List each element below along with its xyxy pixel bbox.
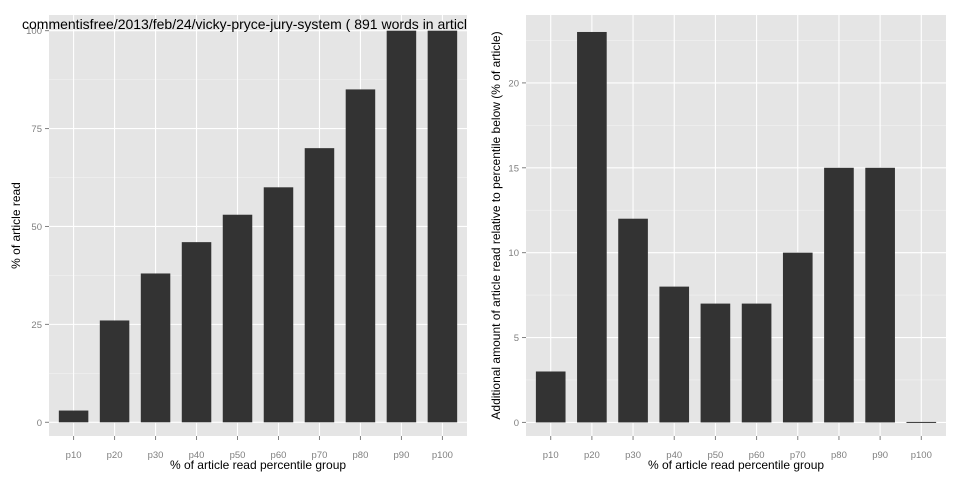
x-tick-label: p10 bbox=[66, 450, 82, 461]
bar-p90 bbox=[865, 167, 895, 423]
x-tick-label: p70 bbox=[790, 450, 806, 461]
x-tick-label: p90 bbox=[872, 450, 888, 461]
x-tick-label: p10 bbox=[543, 450, 559, 461]
bar-p80 bbox=[824, 167, 854, 423]
bar-p50 bbox=[222, 214, 253, 423]
bar-p70 bbox=[304, 148, 335, 423]
bar-p30 bbox=[618, 218, 648, 423]
y-axis-title: Additional amount of article read relati… bbox=[489, 31, 503, 419]
x-tick-label: p50 bbox=[230, 450, 246, 461]
y-tick-label: 75 bbox=[31, 124, 42, 135]
bar-p10 bbox=[58, 410, 89, 423]
bar-p100 bbox=[427, 30, 458, 423]
x-tick-label: p100 bbox=[432, 450, 453, 461]
bar-p60 bbox=[263, 187, 294, 423]
x-tick-label: p20 bbox=[107, 450, 123, 461]
x-tick-label: p50 bbox=[707, 450, 723, 461]
x-tick-label: p30 bbox=[148, 450, 164, 461]
y-tick-label: 20 bbox=[508, 78, 519, 89]
y-tick-label: 0 bbox=[514, 418, 519, 429]
bar-p90 bbox=[386, 30, 417, 423]
right-chart: 0 5 10 15 20 p10 p20 p30 p40 p50 p60 p70 p80 p90 p100%… bbox=[489, 15, 946, 472]
y-tick-label: 0 bbox=[37, 418, 42, 429]
x-tick-label: p90 bbox=[394, 450, 410, 461]
y-tick-label: 15 bbox=[508, 163, 519, 174]
left-chart: 0 25 50 75 100 p10 p20 p30 p40 p50 p60 p70 p80 p90 p10… bbox=[9, 15, 467, 472]
y-tick-label: 5 bbox=[514, 333, 519, 344]
bar-p10 bbox=[535, 371, 566, 423]
x-tick-label: p30 bbox=[625, 450, 641, 461]
x-tick-label: p70 bbox=[312, 450, 328, 461]
bar-p30 bbox=[140, 273, 171, 423]
x-tick-label: p80 bbox=[353, 450, 369, 461]
bar-p40 bbox=[659, 286, 690, 423]
y-tick-label: 10 bbox=[508, 248, 519, 259]
x-axis-title: % of article read percentile group bbox=[648, 458, 824, 472]
x-tick-label: p80 bbox=[831, 450, 847, 461]
x-tick-label: p100 bbox=[911, 450, 932, 461]
bar-p70 bbox=[782, 252, 813, 423]
bar-p40 bbox=[181, 242, 212, 423]
bar-p100 bbox=[906, 421, 937, 423]
x-tick-label: p40 bbox=[666, 450, 682, 461]
x-tick-label: p40 bbox=[189, 450, 205, 461]
x-axis-title: % of article read percentile group bbox=[170, 458, 346, 472]
bar-p20 bbox=[99, 320, 130, 423]
chart-title: commentisfree/2013/feb/24/vicky-pryce-ju… bbox=[22, 16, 467, 32]
y-tick-label: 25 bbox=[31, 320, 42, 331]
y-axis-title: % of article read bbox=[9, 182, 23, 269]
x-tick-label: p60 bbox=[271, 450, 287, 461]
bar-p50 bbox=[700, 303, 731, 423]
bar-p60 bbox=[741, 303, 772, 423]
bar-p80 bbox=[345, 89, 376, 423]
x-tick-label: p20 bbox=[584, 450, 600, 461]
bar-p20 bbox=[577, 31, 607, 423]
x-tick-label: p60 bbox=[749, 450, 765, 461]
y-tick-label: 100 bbox=[26, 26, 42, 37]
y-tick-label: 50 bbox=[31, 222, 42, 233]
